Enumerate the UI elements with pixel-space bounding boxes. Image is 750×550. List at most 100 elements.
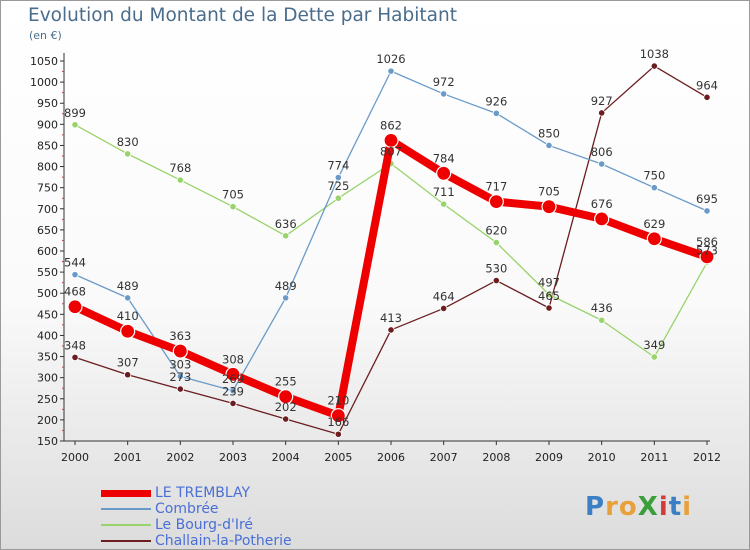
data-label: 349 — [643, 338, 665, 352]
data-label: 705 — [538, 185, 560, 199]
data-point — [124, 294, 132, 302]
y-tick-label: 550 — [37, 266, 58, 279]
y-unit-label: (en €) — [29, 29, 62, 42]
data-label: 636 — [275, 217, 297, 231]
data-point — [225, 366, 241, 382]
data-label: 489 — [117, 279, 139, 293]
data-point — [594, 211, 610, 227]
legend-swatch — [101, 490, 151, 497]
data-point — [334, 430, 342, 438]
data-label: 717 — [485, 180, 507, 194]
data-label: 964 — [696, 78, 718, 92]
data-label: 620 — [485, 224, 507, 238]
proxiti-logo: ProXiti — [585, 492, 693, 522]
data-point — [541, 199, 557, 215]
data-label: 1038 — [640, 47, 669, 61]
data-label: 363 — [169, 329, 191, 343]
data-point — [650, 353, 658, 361]
data-point — [703, 207, 711, 215]
data-label: 629 — [643, 217, 665, 231]
data-label: 784 — [433, 151, 455, 165]
y-tick-label: 750 — [37, 182, 58, 195]
data-label: 750 — [643, 169, 665, 183]
data-label: 239 — [222, 384, 244, 398]
x-tick-label: 2007 — [430, 451, 458, 464]
data-label: 202 — [275, 400, 297, 414]
data-label: 348 — [64, 338, 86, 352]
data-point — [646, 231, 662, 247]
data-point — [699, 249, 715, 265]
data-point — [492, 276, 500, 285]
data-label: 544 — [64, 256, 86, 270]
data-label: 166 — [327, 415, 349, 429]
y-tick-label: 600 — [37, 245, 58, 258]
data-label: 468 — [64, 285, 86, 299]
data-point — [71, 353, 79, 361]
data-label: 308 — [222, 352, 244, 366]
data-label: 926 — [485, 94, 507, 108]
data-point — [440, 90, 448, 98]
legend-label: Challain-la-Potherie — [155, 533, 292, 549]
data-point — [440, 304, 448, 313]
data-label: 464 — [433, 289, 455, 303]
data-label: 806 — [591, 145, 613, 159]
x-tick-label: 2005 — [324, 451, 352, 464]
data-label: 273 — [169, 370, 191, 384]
data-point — [598, 109, 606, 117]
x-tick-label: 2002 — [166, 451, 194, 464]
data-point — [492, 109, 500, 117]
data-point — [334, 194, 342, 202]
y-tick-label: 650 — [37, 224, 58, 237]
data-label: 972 — [433, 75, 455, 89]
data-point — [67, 299, 83, 315]
data-point — [120, 323, 136, 339]
series-lines — [67, 62, 715, 438]
y-tick-label: 500 — [37, 287, 58, 300]
data-label: 210 — [327, 394, 349, 408]
data-point — [334, 173, 342, 182]
axes: 150 200 250 300 350 400 450 500 550 600 650 700 750 8… — [30, 53, 721, 464]
data-point — [650, 184, 658, 192]
data-point — [229, 399, 237, 408]
data-point — [282, 232, 290, 240]
data-label: 436 — [591, 301, 613, 315]
legend-label: Le Bourg-d'Iré — [155, 517, 254, 533]
data-label: 705 — [222, 188, 244, 202]
data-label: 497 — [538, 275, 560, 289]
data-point — [229, 203, 237, 211]
data-point — [282, 415, 290, 423]
data-label: 676 — [591, 197, 613, 211]
data-point — [176, 385, 184, 393]
data-label: 586 — [696, 235, 718, 249]
data-label: 269 — [222, 372, 244, 386]
data-label: 774 — [327, 159, 349, 173]
y-tick-label: 450 — [37, 308, 58, 321]
data-label: 711 — [433, 185, 455, 199]
data-point — [598, 316, 606, 324]
data-point — [598, 160, 606, 168]
data-point — [387, 67, 395, 75]
x-tick-label: 2011 — [640, 451, 668, 464]
legend-swatch — [101, 508, 151, 510]
data-point — [650, 62, 658, 70]
data-label: 303 — [169, 357, 191, 371]
data-point — [172, 343, 188, 359]
y-tick-label: 950 — [37, 97, 58, 110]
data-label: 830 — [117, 135, 139, 149]
y-tick-label: 350 — [37, 351, 58, 364]
x-tick-label: 2009 — [535, 451, 563, 464]
legend-swatch — [101, 524, 151, 526]
data-point — [387, 326, 395, 334]
data-label: 530 — [485, 262, 507, 276]
legend-label: Combrée — [155, 501, 219, 517]
data-point — [488, 194, 504, 210]
legend-label: LE TREMBLAY — [155, 485, 251, 501]
x-tick-label: 2010 — [588, 451, 616, 464]
data-point — [229, 387, 237, 395]
data-label: 927 — [591, 94, 613, 108]
data-point — [278, 389, 294, 405]
x-tick-label: 2001 — [114, 451, 142, 464]
y-tick-label: 150 — [37, 435, 58, 448]
data-point — [330, 408, 346, 424]
